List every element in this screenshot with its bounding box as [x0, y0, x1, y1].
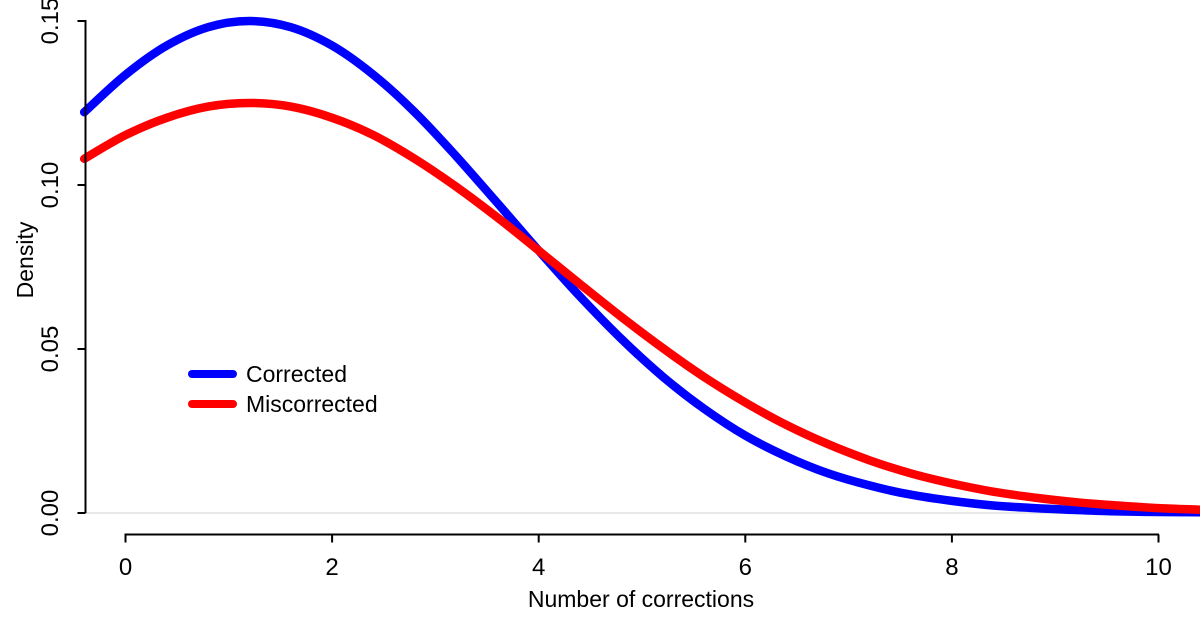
- x-ticks: 0 2 4 6 8 10: [119, 534, 1172, 581]
- y-tick-label: 0.10: [37, 162, 64, 209]
- y-ticks: 0.00 0.05 0.10 0.15: [37, 0, 86, 536]
- x-tick-label: 10: [1145, 554, 1172, 581]
- legend: Corrected Miscorrected: [188, 361, 378, 417]
- y-tick-label: 0.05: [37, 326, 64, 373]
- miscorrected-curve: [79, 98, 1200, 514]
- y-axis-title: Density: [12, 221, 38, 298]
- x-tick-label: 2: [325, 554, 338, 581]
- x-axis-title: Number of corrections: [528, 586, 754, 612]
- y-axis: 0.00 0.05 0.10 0.15: [37, 0, 87, 536]
- x-tick-label: 6: [739, 554, 752, 581]
- y-tick-label: 0.00: [37, 490, 64, 537]
- x-axis: 0 2 4 6 8 10: [119, 533, 1172, 581]
- corrected-curve: [79, 16, 1200, 517]
- curves-group: [79, 16, 1200, 517]
- x-tick-label: 4: [532, 554, 545, 581]
- y-tick-label: 0.15: [37, 0, 64, 44]
- legend-label-miscorrected: Miscorrected: [246, 391, 378, 417]
- x-tick-label: 0: [119, 554, 132, 581]
- x-tick-label: 8: [945, 554, 958, 581]
- legend-label-corrected: Corrected: [246, 361, 347, 387]
